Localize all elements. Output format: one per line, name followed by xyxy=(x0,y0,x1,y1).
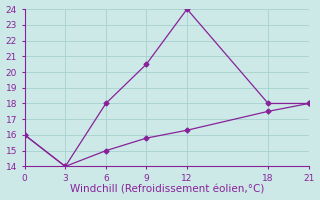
X-axis label: Windchill (Refroidissement éolien,°C): Windchill (Refroidissement éolien,°C) xyxy=(69,184,264,194)
